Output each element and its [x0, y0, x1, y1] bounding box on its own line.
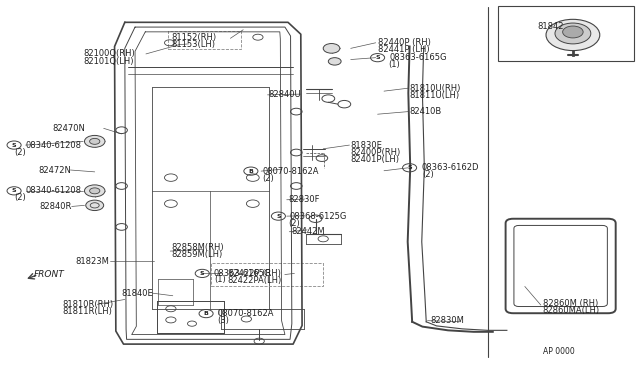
Text: S: S [375, 55, 380, 60]
Circle shape [90, 138, 100, 144]
Text: 08363-6162D: 08363-6162D [421, 163, 479, 172]
Circle shape [555, 23, 591, 44]
Text: 82840R: 82840R [40, 202, 72, 211]
Text: 81810U(RH): 81810U(RH) [410, 84, 461, 93]
Circle shape [323, 44, 340, 53]
Text: (3): (3) [218, 316, 230, 325]
Text: 82441P (LH): 82441P (LH) [378, 45, 429, 54]
Text: 81840E: 81840E [122, 289, 154, 298]
Text: 81811U(LH): 81811U(LH) [410, 91, 460, 100]
Text: 82859M(LH): 82859M(LH) [172, 250, 223, 259]
Text: 82840U: 82840U [269, 90, 301, 99]
Text: FRONT: FRONT [33, 270, 64, 279]
Text: 82858M(RH): 82858M(RH) [172, 243, 224, 252]
Text: 82860M (RH): 82860M (RH) [543, 299, 598, 308]
Text: 81810R(RH): 81810R(RH) [63, 300, 114, 309]
Text: 82401P(LH): 82401P(LH) [351, 155, 400, 164]
Circle shape [84, 135, 105, 147]
Circle shape [84, 185, 105, 197]
Bar [211, 263, 323, 286]
Text: 82422P (RH): 82422P (RH) [228, 269, 281, 278]
Circle shape [563, 26, 583, 38]
Text: 08368-6125G: 08368-6125G [290, 212, 348, 221]
Text: (2): (2) [14, 148, 26, 157]
Text: 82442M: 82442M [291, 227, 325, 236]
Text: S: S [407, 165, 412, 170]
Text: (2): (2) [422, 170, 434, 179]
Text: 82101Q(LH): 82101Q(LH) [83, 57, 134, 65]
Text: 81152(RH): 81152(RH) [172, 33, 217, 42]
Text: (2): (2) [14, 193, 26, 202]
Text: 08340-61208: 08340-61208 [26, 141, 82, 150]
Text: 82860MA(LH): 82860MA(LH) [543, 306, 600, 315]
Text: (1): (1) [214, 275, 226, 284]
Text: S: S [200, 271, 205, 276]
Text: 81842: 81842 [538, 22, 564, 31]
Circle shape [86, 200, 104, 211]
Text: 08340-61208: 08340-61208 [26, 186, 82, 195]
Text: 81830E: 81830E [351, 141, 383, 150]
Text: 82410B: 82410B [410, 107, 442, 116]
Text: 82400P(RH): 82400P(RH) [351, 148, 401, 157]
Text: (1): (1) [388, 60, 400, 69]
Bar [498, 6, 634, 61]
Text: 82830M: 82830M [430, 316, 464, 325]
Text: S: S [12, 188, 17, 193]
Circle shape [546, 19, 600, 51]
Text: 08363-6165G: 08363-6165G [214, 269, 271, 278]
Text: 81153(LH): 81153(LH) [172, 40, 216, 49]
Text: S: S [12, 142, 17, 148]
Text: (2): (2) [288, 219, 300, 228]
Circle shape [90, 188, 100, 194]
Bar [168, 31, 241, 49]
Text: 82472N: 82472N [38, 166, 71, 174]
Text: B: B [204, 311, 209, 316]
Text: 82422PA(LH): 82422PA(LH) [228, 276, 282, 285]
Text: (2): (2) [262, 174, 274, 183]
Text: 81811R(LH): 81811R(LH) [63, 307, 113, 316]
Text: 82470N: 82470N [52, 124, 85, 133]
Text: 82830F: 82830F [288, 195, 319, 204]
Text: S: S [276, 214, 281, 219]
Text: AP 0000: AP 0000 [543, 347, 575, 356]
Text: 08070-8162A: 08070-8162A [218, 309, 274, 318]
Text: 08363-6165G: 08363-6165G [389, 53, 447, 62]
Text: 81823M: 81823M [76, 257, 109, 266]
Text: 82100Q(RH): 82100Q(RH) [83, 49, 135, 58]
Text: 82440P (RH): 82440P (RH) [378, 38, 431, 47]
Text: 08070-8162A: 08070-8162A [262, 167, 319, 176]
Circle shape [328, 58, 341, 65]
Text: B: B [248, 169, 253, 174]
